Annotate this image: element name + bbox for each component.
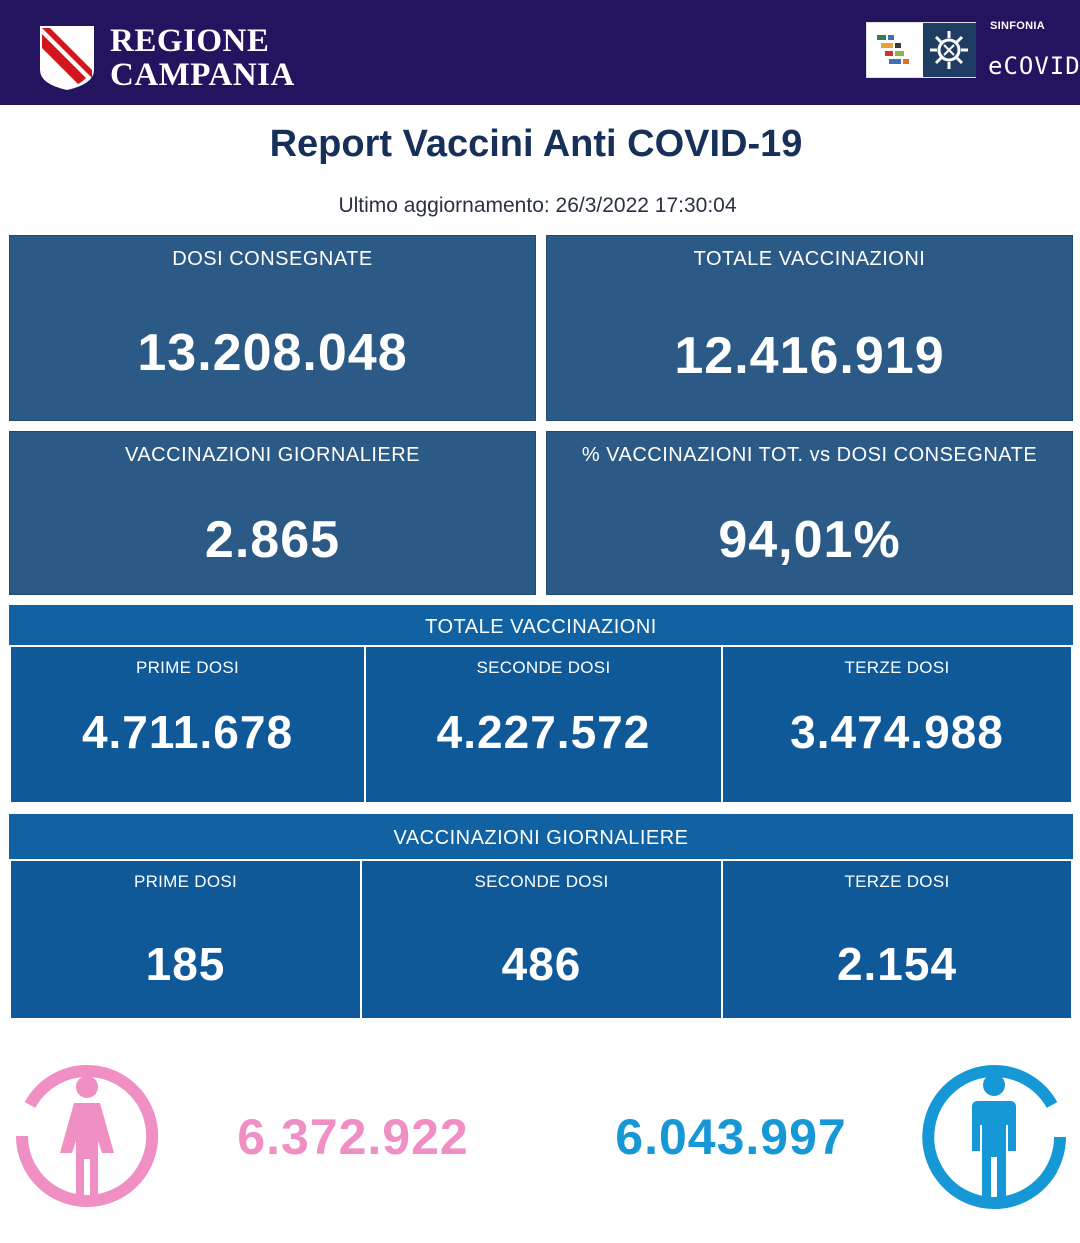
sub-card-seconde-dosi: SECONDE DOSI 486 [360, 859, 723, 1020]
region-crest-icon [40, 26, 94, 90]
region-name: REGIONE CAMPANIA [110, 24, 295, 92]
section-totale-vaccinazioni: TOTALE VACCINAZIONI PRIME DOSI 4.711.678… [9, 605, 1073, 804]
sub-card-label: TERZE DOSI [844, 872, 950, 891]
sub-card-value: 4.711.678 [81, 706, 294, 758]
sinfonia-label: SINFONIA [990, 20, 1045, 32]
sub-card-label: SECONDE DOSI [476, 658, 611, 677]
card-value: 94,01% [718, 511, 901, 569]
sub-card-value: 486 [501, 938, 582, 990]
sub-card-label: TERZE DOSI [844, 658, 950, 677]
sub-card-prime-dosi: PRIME DOSI 4.711.678 [9, 645, 366, 804]
ecovid-label: eCOVID [988, 52, 1080, 80]
sub-card-label: SECONDE DOSI [474, 872, 609, 891]
virus-icon [923, 23, 976, 77]
sub-card-seconde-dosi: SECONDE DOSI 4.227.572 [364, 645, 723, 804]
sub-card-value: 2.154 [836, 938, 958, 990]
male-icon [922, 1065, 1066, 1209]
ecovid-logo [866, 22, 976, 78]
card-totale-vaccinazioni: TOTALE VACCINAZIONI 12.416.919 [546, 235, 1073, 421]
region-name-line2: CAMPANIA [110, 57, 295, 93]
sub-card-prime-dosi: PRIME DOSI 185 [9, 859, 362, 1020]
card-vaccinazioni-giornaliere: VACCINAZIONI GIORNALIERE 2.865 [9, 431, 536, 595]
sub-card-terze-dosi: TERZE DOSI 2.154 [721, 859, 1073, 1020]
sinfonia-blocks-icon [877, 35, 909, 64]
female-vaccinations-value: 6.372.922 [237, 1109, 469, 1165]
sub-card-value: 185 [145, 938, 226, 990]
section-title: TOTALE VACCINAZIONI [425, 616, 657, 638]
last-update: Ultimo aggiornamento: 26/3/2022 17:30:04 [338, 194, 737, 217]
sub-card-value: 3.474.988 [790, 706, 1004, 758]
section-title: VACCINAZIONI GIORNALIERE [393, 827, 689, 849]
region-name-line1: REGIONE [110, 23, 270, 59]
sub-card-value: 4.227.572 [436, 706, 651, 758]
card-percentuale: % VACCINAZIONI TOT. vs DOSI CONSEGNATE 9… [546, 431, 1073, 595]
female-icon [16, 1065, 158, 1207]
sub-card-label: PRIME DOSI [135, 658, 240, 677]
card-value: 2.865 [204, 511, 341, 569]
card-label: VACCINAZIONI GIORNALIERE [124, 444, 420, 466]
card-value: 13.208.048 [137, 324, 408, 382]
male-vaccinations-value: 6.043.997 [615, 1109, 847, 1165]
sub-card-label: PRIME DOSI [133, 872, 238, 891]
card-label: TOTALE VACCINAZIONI [693, 248, 926, 270]
card-value: 12.416.919 [674, 327, 945, 385]
sub-card-terze-dosi: TERZE DOSI 3.474.988 [721, 645, 1073, 804]
card-label: DOSI CONSEGNATE [172, 248, 373, 270]
header-bar: REGIONE CAMPANIA [0, 0, 1080, 105]
card-label: % VACCINAZIONI TOT. vs DOSI CONSEGNATE [581, 444, 1038, 466]
report-title: Report Vaccini Anti COVID-19 [269, 123, 803, 165]
section-vaccinazioni-giornaliere: VACCINAZIONI GIORNALIERE PRIME DOSI 185 … [9, 814, 1073, 1020]
card-dosi-consegnate: DOSI CONSEGNATE 13.208.048 [9, 235, 536, 421]
